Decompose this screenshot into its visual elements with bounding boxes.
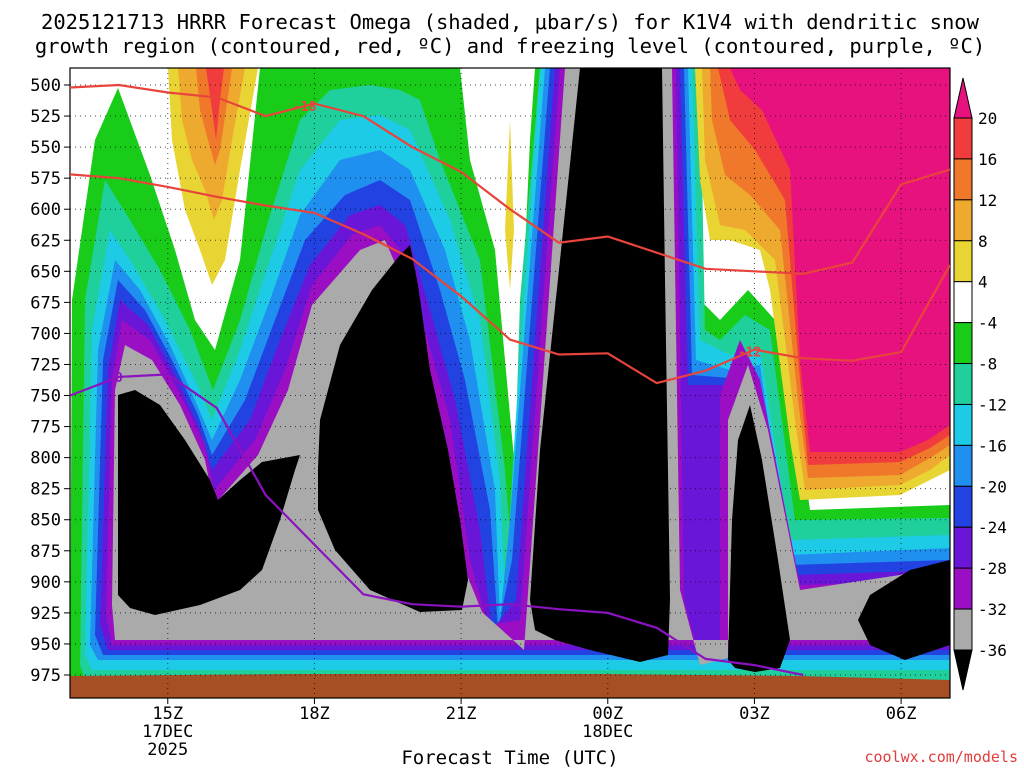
colorbar-label: -16 bbox=[978, 436, 1007, 455]
y-tick-label: 725 bbox=[30, 355, 61, 375]
x-tick-label: 21Z bbox=[446, 704, 477, 724]
x-tick-label: 00Z bbox=[592, 704, 623, 724]
colorbar-swatch bbox=[953, 199, 973, 242]
contour--12 bbox=[70, 173, 950, 385]
contour-label: -18 bbox=[293, 100, 317, 115]
colorbar-label: 12 bbox=[978, 191, 997, 210]
y-tick-label: 850 bbox=[30, 511, 61, 531]
omega-core-5 bbox=[858, 560, 950, 660]
colorbar-swatch bbox=[953, 526, 973, 569]
colorbar-swatch bbox=[953, 281, 973, 324]
colorbar-swatch bbox=[953, 608, 973, 651]
colorbar-swatch bbox=[953, 322, 973, 365]
x-tick-label: 15Z bbox=[152, 704, 183, 724]
colorbar: 20 16 12 8 4 -4 -8 -12 -16 -20 -24 -28 -32 -36 bbox=[953, 77, 1007, 691]
colorbar-bottom-triangle bbox=[953, 649, 973, 691]
x-tick-date: 17DEC bbox=[142, 722, 193, 742]
colorbar-label: -4 bbox=[978, 314, 997, 333]
y-tick-label: 750 bbox=[30, 387, 61, 407]
x-tick-date: 18DEC bbox=[582, 722, 633, 742]
colorbar-swatch bbox=[953, 403, 973, 446]
colorbar-swatch bbox=[953, 567, 973, 610]
x-axis-label: Forecast Time (UTC) bbox=[401, 747, 618, 768]
contour-label: 0 bbox=[115, 371, 123, 386]
colorbar-top-triangle bbox=[953, 77, 973, 119]
omega-pos-red-left bbox=[206, 68, 224, 140]
omega-core-2 bbox=[318, 245, 468, 612]
y-tick-label: 550 bbox=[30, 138, 61, 158]
y-tick-label: 600 bbox=[30, 200, 61, 220]
y-tick-label: 700 bbox=[30, 324, 61, 344]
colorbar-swatch bbox=[953, 158, 973, 201]
ground-terrain bbox=[70, 674, 950, 698]
colorbar-label: 20 bbox=[978, 109, 997, 128]
plot-frame bbox=[69, 67, 951, 699]
colorbar-swatch bbox=[953, 444, 973, 487]
y-tick-label: 675 bbox=[30, 293, 61, 313]
watermark: coolwx.com/models bbox=[864, 748, 1018, 766]
y-axis: 500 525 550 575 600 625 650 675 700 725 750 775 800 8… bbox=[30, 76, 70, 686]
colorbar-label: 8 bbox=[978, 232, 988, 251]
y-tick-label: 950 bbox=[30, 635, 61, 655]
y-tick-label: 525 bbox=[30, 107, 61, 127]
colorbar-label: 16 bbox=[978, 150, 997, 169]
colorbar-label: -28 bbox=[978, 559, 1007, 578]
y-tick-label: 875 bbox=[30, 542, 61, 562]
x-tick-year: 2025 bbox=[147, 740, 188, 760]
y-tick-label: 500 bbox=[30, 76, 61, 96]
colorbar-swatch bbox=[953, 117, 973, 160]
colorbar-label: -8 bbox=[978, 355, 997, 374]
x-tick-label: 18Z bbox=[299, 704, 330, 724]
colorbar-label: -12 bbox=[978, 395, 1007, 414]
colorbar-swatch bbox=[953, 485, 973, 528]
omega-pos-sliver bbox=[505, 120, 514, 290]
contour-0 bbox=[70, 373, 804, 677]
y-tick-label: 975 bbox=[30, 666, 61, 686]
y-tick-label: 625 bbox=[30, 231, 61, 251]
contour-label: -12 bbox=[738, 346, 761, 361]
omega-core-4 bbox=[728, 405, 790, 672]
omega-core-1 bbox=[118, 390, 300, 615]
y-tick-label: 775 bbox=[30, 418, 61, 438]
colorbar-label: -20 bbox=[978, 477, 1007, 496]
y-tick-label: 800 bbox=[30, 449, 61, 469]
y-tick-label: 925 bbox=[30, 604, 61, 624]
x-tick-label: 03Z bbox=[739, 704, 770, 724]
contour-lines: -18 -12 0 bbox=[70, 83, 950, 677]
chart-title-line1: 2025121713 HRRR Forecast Omega (shaded, … bbox=[41, 10, 980, 34]
y-tick-label: 900 bbox=[30, 573, 61, 593]
contour--18 bbox=[70, 83, 950, 275]
x-tick-label: 06Z bbox=[886, 704, 917, 724]
colorbar-label: -24 bbox=[978, 518, 1007, 537]
y-tick-label: 575 bbox=[30, 169, 61, 189]
omega-core-3 bbox=[530, 68, 670, 662]
y-tick-label: 650 bbox=[30, 262, 61, 282]
colorbar-swatch bbox=[953, 240, 973, 283]
colorbar-label: -36 bbox=[978, 641, 1007, 660]
omega-pos-pink-right bbox=[730, 68, 950, 452]
y-tick-label: 825 bbox=[30, 480, 61, 500]
colorbar-label: 4 bbox=[978, 273, 988, 292]
chart-title-line2: growth region (contoured, red, ºC) and f… bbox=[35, 34, 985, 58]
colorbar-swatch bbox=[953, 363, 973, 405]
colorbar-label: -32 bbox=[978, 600, 1007, 619]
